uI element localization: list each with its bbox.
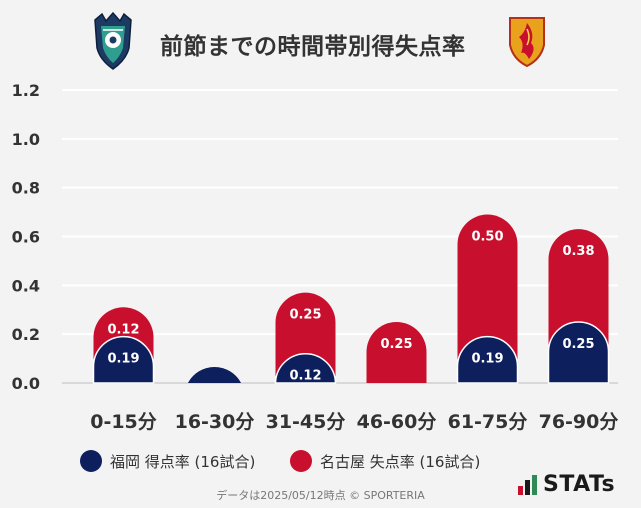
data-label-fukuoka-2: 0.12 (289, 369, 321, 384)
chart-header: 前節までの時間帯別得失点率 (0, 0, 641, 80)
bar-nagoya-3 (366, 321, 427, 383)
legend-swatch-nagoya (290, 450, 312, 472)
bar-group-2: 0.12 0.25 (274, 292, 337, 384)
bar-group-3: 0.25 (366, 321, 427, 383)
y-tick-label: 0.2 (12, 325, 40, 344)
data-label-nagoya-4: 0.50 (471, 230, 503, 245)
legend-swatch-fukuoka (80, 450, 102, 472)
bar-fukuoka-1 (187, 366, 242, 383)
data-label-nagoya-0: 0.12 (107, 322, 139, 337)
x-tick-label: 61-75分 (448, 411, 528, 433)
y-tick-label: 1.2 (12, 81, 40, 100)
legend-label-fukuoka: 福岡 得点率 (16試合) (110, 453, 256, 471)
y-tick-label: 0.4 (12, 276, 40, 295)
bars: 0.19 0.12 0.12 0.25 0.25 0.19 0.50 0.25 0.38 (92, 214, 610, 384)
x-tick-label: 0-15分 (90, 411, 157, 433)
avispa-fukuoka-crest-icon (94, 12, 132, 70)
legend-label-nagoya: 名古屋 失点率 (16試合) (320, 453, 481, 471)
data-label-nagoya-5: 0.38 (562, 244, 594, 259)
stats-bars-icon (518, 475, 537, 495)
data-source-note: データは2025/05/12時点 © SPORTERIA (216, 489, 425, 502)
x-tick-label: 16-30分 (175, 411, 255, 433)
bar-fukuoka-4 (456, 335, 519, 384)
bar-group-1 (187, 366, 242, 383)
bar-fukuoka-5 (547, 321, 610, 384)
bar-group-0: 0.19 0.12 (92, 307, 155, 384)
data-label-fukuoka-5: 0.25 (562, 337, 594, 352)
x-tick-label: 46-60分 (357, 411, 437, 433)
y-tick-label: 1.0 (12, 130, 40, 149)
y-tick-label: 0.6 (12, 228, 40, 247)
bar-group-5: 0.25 0.38 (547, 229, 610, 384)
y-tick-label: 0.0 (12, 374, 40, 393)
data-label-fukuoka-0: 0.19 (107, 352, 139, 367)
bar-chart: 0.00.20.40.60.81.01.2 0.190.120.120.250.… (12, 81, 619, 433)
x-tick-label: 76-90分 (539, 411, 619, 433)
chart-title: 前節までの時間帯別得失点率 (160, 34, 466, 60)
y-axis-ticks: 0.0 0.2 0.4 0.6 0.8 1.0 1.2 (12, 81, 40, 393)
grid-lines (62, 89, 618, 384)
nagoya-grampus-crest-icon (509, 17, 545, 67)
data-label-fukuoka-4: 0.19 (471, 352, 503, 367)
x-axis-ticks: 0-15分 16-30分 31-45分 46-60分 61-75分 76-90分 (90, 411, 618, 433)
data-label-nagoya-3: 0.25 (380, 337, 412, 352)
x-tick-label: 31-45分 (266, 411, 346, 433)
y-tick-label: 0.8 (12, 179, 40, 198)
data-label-nagoya-2: 0.25 (289, 308, 321, 323)
bar-group-4: 0.19 0.50 (456, 214, 519, 384)
brand-text: STATs (543, 472, 616, 497)
bar-fukuoka-0 (92, 335, 155, 384)
bar-fukuoka-2 (274, 353, 337, 384)
